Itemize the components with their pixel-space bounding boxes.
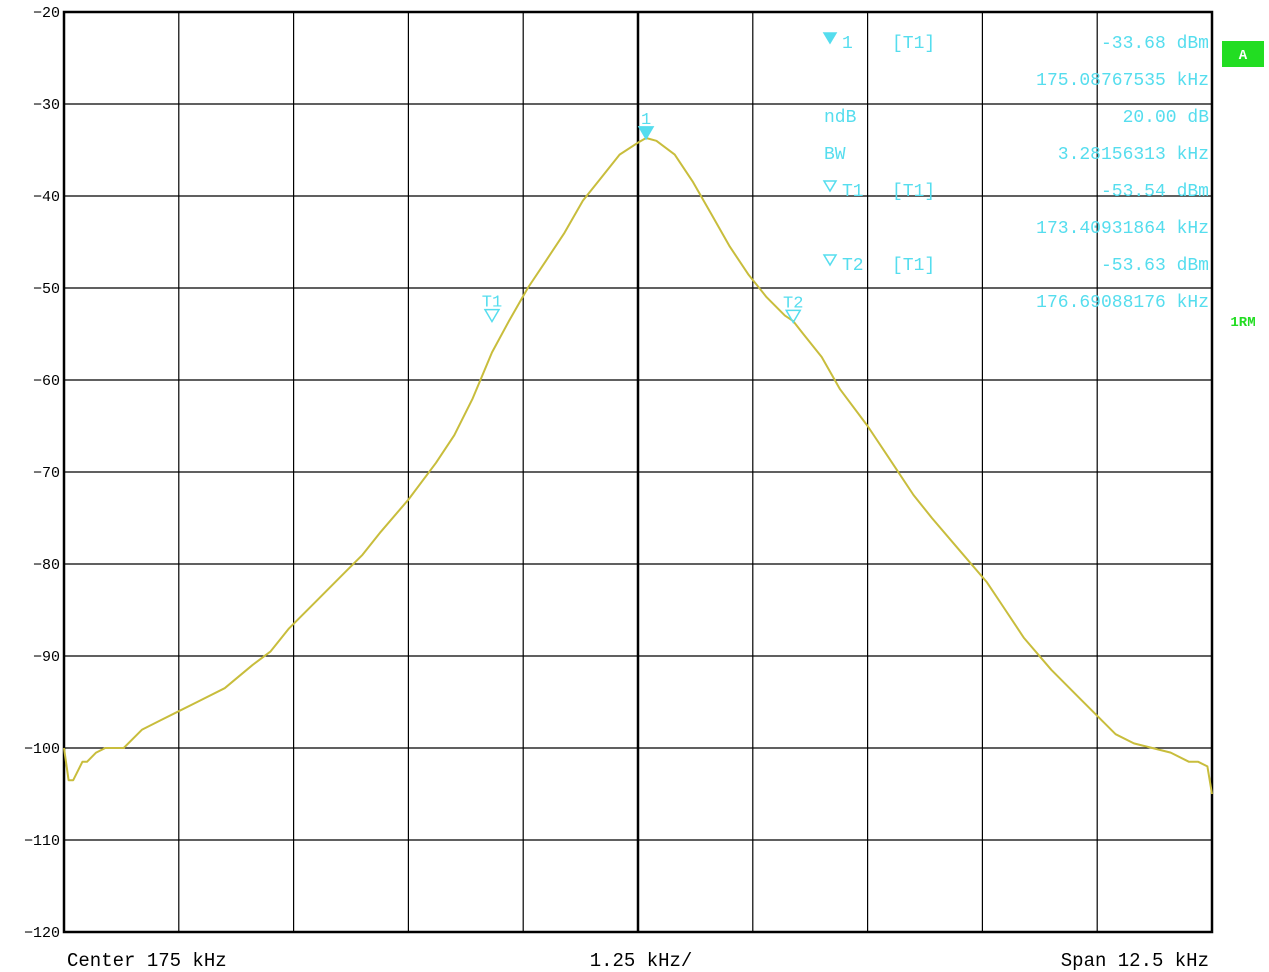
y-tick-label: −100 [24, 741, 60, 758]
trace-mode-label: 1RM [1230, 315, 1255, 331]
readout-row: BW 3.28156313 kHz [824, 145, 1209, 165]
readout-name: ndB [824, 108, 857, 128]
y-tick-label: −80 [33, 557, 60, 574]
readout-row: T2 [T1] -53.63 dBm [822, 254, 1209, 276]
marker-layer: 1 T1 T2 [482, 111, 803, 324]
trace-a-badge [1222, 41, 1264, 67]
readout-name: BW [824, 145, 846, 165]
readout-value: 3.28156313 kHz [1058, 145, 1209, 165]
marker-label: 1 [641, 111, 651, 130]
readout-value: 175.08767535 kHz [1036, 71, 1209, 91]
y-tick-label: −120 [24, 925, 60, 942]
readout-trace: [T1] [892, 182, 935, 202]
trace-line [63, 137, 1213, 795]
y-tick-label: −30 [33, 97, 60, 114]
readout-trace: [T1] [892, 256, 935, 276]
marker-t2: T2 [783, 294, 803, 324]
marker-1: 1 [637, 111, 655, 141]
trace-a-label: A [1239, 48, 1248, 64]
readout-value: -53.63 dBm [1101, 256, 1209, 276]
readout-row: 176.69088176 kHz [1036, 293, 1209, 313]
trace-layer [63, 137, 1213, 795]
y-tick-label: −20 [33, 5, 60, 22]
readout-row: 175.08767535 kHz [1036, 71, 1209, 91]
readout-name: T1 [842, 182, 864, 202]
marker-triangle-icon [784, 309, 802, 324]
marker-t1: T1 [482, 294, 502, 324]
readout-row: ndB 20.00 dB [824, 108, 1209, 128]
readout-value: -33.68 dBm [1101, 34, 1209, 54]
marker-triangle-icon [637, 126, 655, 141]
y-tick-label: −110 [24, 833, 60, 850]
readout-row: 1 [T1] -33.68 dBm [822, 32, 1209, 54]
marker-triangle-icon [483, 308, 501, 324]
marker-symbol-icon [822, 254, 838, 267]
marker-label: T1 [482, 294, 502, 313]
readout-value: 173.40931864 kHz [1036, 219, 1209, 239]
readout-trace: [T1] [892, 34, 935, 54]
marker-readout-table: 1 [T1] -33.68 dBm 175.08767535 kHz ndB 20.00 … [822, 32, 1209, 313]
y-tick-label: −90 [33, 649, 60, 666]
y-tick-label: −60 [33, 373, 60, 390]
readout-name: T2 [842, 256, 864, 276]
footer-span: Span 12.5 kHz [1061, 950, 1209, 972]
footer-frequency-per-division: 1.25 kHz/ [590, 950, 693, 972]
readout-row: 173.40931864 kHz [1036, 219, 1209, 239]
readout-value: 176.69088176 kHz [1036, 293, 1209, 313]
marker-symbol-icon [822, 32, 838, 45]
readout-row: T1 [T1] -53.54 dBm [822, 180, 1209, 202]
y-axis-tick-labels: −20 −30 −40 −50 −60 −70 −80 −90 −100 −110 −120 [24, 5, 60, 942]
plot-grid [62, 10, 1214, 934]
marker-label: T2 [783, 294, 803, 313]
readout-name: 1 [842, 34, 853, 54]
readout-value: -53.54 dBm [1101, 182, 1209, 202]
y-tick-label: −50 [33, 281, 60, 298]
marker-symbol-icon [822, 180, 838, 193]
readout-value: 20.00 dB [1123, 108, 1210, 128]
y-tick-label: −70 [33, 465, 60, 482]
y-tick-label: −40 [33, 189, 60, 206]
footer-center-frequency: Center 175 kHz [67, 950, 227, 972]
